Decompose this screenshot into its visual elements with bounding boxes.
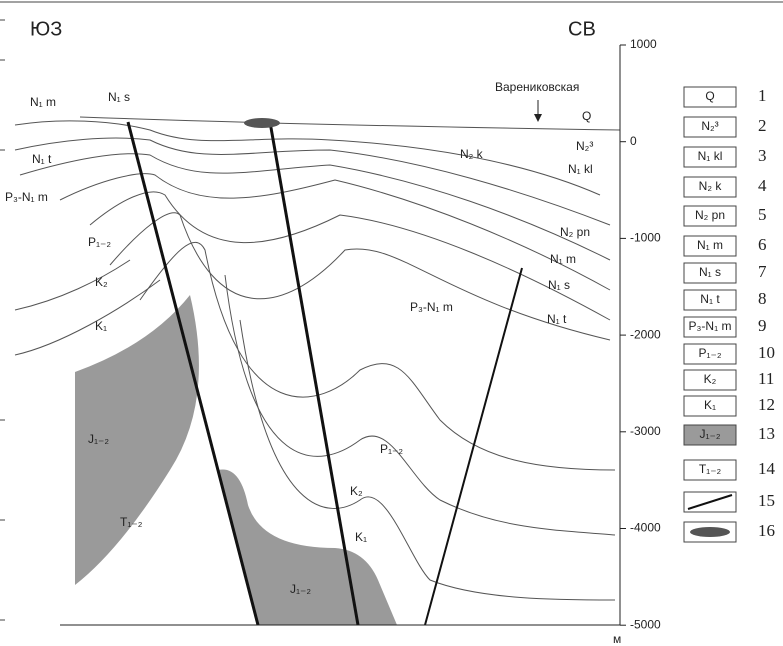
formation-label: N₁ s [108,90,130,104]
cross-section: ЮЗ СВ Варениковская м 1000 0 -1000 -2000 -30… [0,0,783,646]
legend-number: 10 [758,343,775,362]
formation-label: N₁ m [550,252,576,266]
legend-label: N₁ m [697,238,723,252]
depth-unit: м [613,632,621,646]
formation-label: K₂ [350,484,363,498]
tick-label: 1000 [630,37,657,51]
legend-number: 2 [758,116,767,135]
legend-label: J₁₋₂ [699,427,720,441]
place-label: Варениковская [495,80,579,94]
formation-label: N₁ m [30,95,56,109]
formation-label: N₂ k [460,147,484,161]
formation-label: Q [582,109,591,123]
legend-label: K₂ [704,372,717,386]
tick-label: -2000 [630,327,661,341]
legend-number: 3 [758,146,767,165]
formation-label: T₁₋₂ [120,515,143,529]
tick-label: 0 [630,134,637,148]
legend-lens [690,527,730,537]
legend-label: N₁ s [699,265,721,279]
legend-number: 8 [758,289,767,308]
legend-number: 12 [758,395,775,414]
legend-label: K₁ [704,398,716,412]
legend-label: T₁₋₂ [699,462,722,476]
legend-number: 6 [758,235,767,254]
legend-number: 1 [758,86,767,105]
legend-label: N₁ kl [698,149,723,163]
lens [244,118,280,128]
formation-label: N₂ pn [560,225,590,239]
formation-label: J₁₋₂ [290,582,311,596]
legend-number: 7 [758,262,767,281]
formation-label: P₁₋₂ [88,235,111,249]
legend-number: 13 [758,424,775,443]
legend-label: N₂ pn [695,208,725,222]
formation-label: P₃-N₁ m [410,300,453,314]
legend-number: 11 [758,369,774,388]
legend-number: 4 [758,176,767,195]
formation-label: N₁ s [548,278,570,292]
formation-label: N₁ kl [568,162,593,176]
legend-label: P₁₋₂ [698,346,721,360]
legend-number: 14 [758,459,776,478]
direction-left: ЮЗ [30,18,62,40]
direction-right: СВ [568,18,596,40]
formation-label: K₁ [355,530,367,544]
legend-number: 16 [758,521,775,540]
legend-label: P₃-N₁ m [689,319,732,333]
formation-label: P₁₋₂ [380,442,403,456]
formation-label: K₁ [95,319,107,333]
legend-number: 15 [758,491,775,510]
formation-label: P₃-N₁ m [5,190,48,204]
formation-label: N₁ t [547,312,567,326]
tick-label: -3000 [630,424,661,438]
formation-label: J₁₋₂ [88,432,109,446]
left-marks [0,20,5,620]
jurassic-right [218,469,397,625]
legend-label: N₂³ [701,119,718,133]
formation-label: K₂ [95,275,108,289]
tick-label: -5000 [630,617,661,631]
formation-label: N₁ t [32,152,52,166]
legend-label: Q [705,89,714,103]
pointer-arrow-head [534,114,542,122]
formation-label: N₂³ [576,139,593,153]
legend-number: 9 [758,316,767,335]
legend-number: 5 [758,205,767,224]
tick-label: -1000 [630,231,661,245]
legend-label: N₂ k [699,179,723,193]
tick-label: -4000 [630,521,661,535]
legend-label: N₁ t [700,292,720,306]
